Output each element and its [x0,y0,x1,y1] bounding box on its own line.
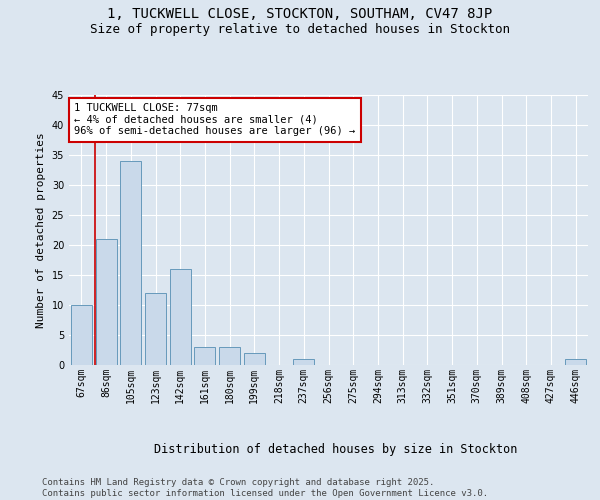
Text: Contains HM Land Registry data © Crown copyright and database right 2025.
Contai: Contains HM Land Registry data © Crown c… [42,478,488,498]
Text: 1, TUCKWELL CLOSE, STOCKTON, SOUTHAM, CV47 8JP: 1, TUCKWELL CLOSE, STOCKTON, SOUTHAM, CV… [107,8,493,22]
Bar [293,359,314,365]
Text: Size of property relative to detached houses in Stockton: Size of property relative to detached ho… [90,22,510,36]
Bar [244,353,265,365]
Bar [194,347,215,365]
Bar [219,347,240,365]
Y-axis label: Number of detached properties: Number of detached properties [36,132,46,328]
Bar [71,305,92,365]
Bar [565,359,586,365]
Bar [145,293,166,365]
Text: Distribution of detached houses by size in Stockton: Distribution of detached houses by size … [154,442,518,456]
Text: 1 TUCKWELL CLOSE: 77sqm
← 4% of detached houses are smaller (4)
96% of semi-deta: 1 TUCKWELL CLOSE: 77sqm ← 4% of detached… [74,103,355,136]
Bar [120,161,141,365]
Bar [95,239,116,365]
Bar [170,269,191,365]
